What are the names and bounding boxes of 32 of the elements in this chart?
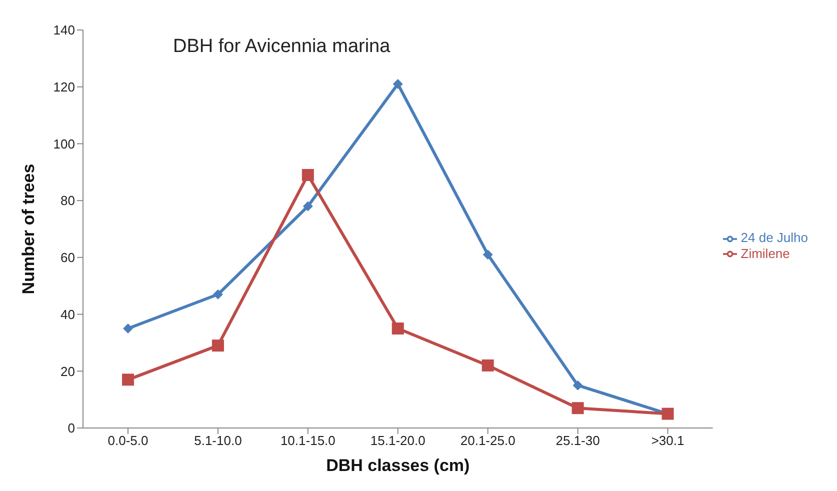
point [482, 359, 494, 372]
y-tick-label: 40 [60, 306, 75, 322]
y-tick-label: 80 [60, 193, 75, 208]
legend-label: Zimilene [740, 246, 790, 260]
y-tick-label: 0 [68, 420, 75, 436]
point [302, 168, 314, 181]
x-axis-title: DBH classes (cm) [326, 456, 470, 475]
point [572, 402, 584, 414]
point [482, 250, 493, 260]
point [392, 322, 404, 334]
point [392, 79, 403, 90]
y-tick-label: 120 [53, 79, 75, 94]
point [212, 340, 224, 352]
x-tick-label: >30.1 [651, 433, 684, 448]
y-tick-label: 20 [60, 364, 75, 379]
y-tick-label: 100 [53, 136, 75, 152]
x-tick-label: 25.1-30 [556, 433, 600, 448]
y-tick-label: 140 [53, 22, 75, 38]
point [302, 201, 313, 212]
y-tick-label: 60 [60, 250, 75, 266]
y-axis-title: Number of trees [19, 164, 38, 294]
x-tick-label: 10.1-15.0 [280, 433, 336, 448]
x-tick-label: 5.1-10.0 [194, 433, 242, 448]
x-tick-label: 15.1-20.0 [370, 433, 426, 448]
x-tick-label: 20.1-25.0 [460, 433, 516, 448]
point [123, 324, 133, 334]
point [122, 374, 134, 386]
chart-title: DBH for Avicennia marina [173, 36, 390, 58]
legend-label: 24 de Julho [740, 230, 808, 245]
x-tick-label: 0.0-5.0 [108, 433, 148, 448]
point [212, 289, 223, 300]
point [572, 380, 583, 390]
